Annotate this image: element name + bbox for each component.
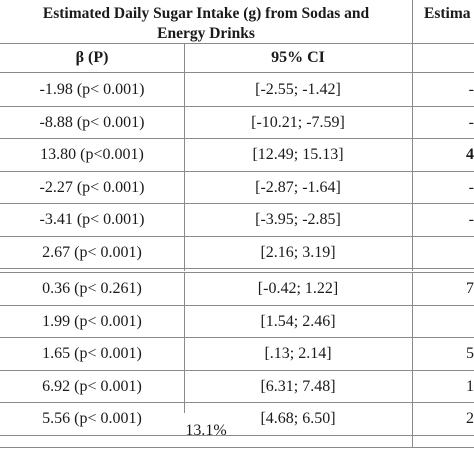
row-divider: [0, 138, 474, 139]
next-group-header: Estima: [424, 5, 471, 22]
beta-cell: 5.56 (p< 0.001): [42, 410, 142, 428]
group-header-line1: Estimated Daily Sugar Intake (g) from So…: [42, 5, 370, 22]
col-header-beta: β (P): [75, 49, 109, 66]
column-divider: [412, 272, 413, 447]
column-divider: [184, 272, 185, 413]
row-divider: [0, 170, 474, 172]
row-divider: [0, 304, 474, 306]
ci-cell: [2.16; 3.19]: [260, 243, 336, 261]
beta-cell: 0.36 (p< 0.261): [42, 280, 142, 298]
row-divider: [0, 105, 474, 107]
beta-cell: 13.80 (p<0.001): [40, 146, 144, 164]
next-cell: -: [468, 113, 474, 131]
row-divider: [0, 268, 474, 269]
ci-cell: [-3.95; -2.85]: [255, 211, 341, 229]
ci-cell: [1.54; 2.46]: [260, 312, 336, 330]
next-cell: -: [468, 81, 474, 99]
ci-cell: [-0.42; 1.22]: [257, 280, 339, 298]
row-divider: [0, 447, 474, 448]
beta-cell: -2.27 (p< 0.001): [39, 178, 145, 196]
row-divider: [0, 337, 474, 338]
beta-cell: 6.92 (p< 0.001): [42, 377, 142, 395]
footer-value: 13.1%: [185, 422, 227, 439]
ci-cell: [-2.55; -1.42]: [255, 81, 341, 99]
row-divider: [0, 402, 474, 403]
next-cell: 4: [466, 146, 474, 164]
ci-cell: [6.31; 7.48]: [260, 377, 336, 395]
column-divider: [184, 43, 185, 271]
next-cell: 5: [466, 345, 474, 363]
beta-cell: -3.41 (p< 0.001): [39, 211, 145, 229]
next-cell: -: [468, 211, 474, 229]
next-cell: 1: [466, 377, 474, 395]
next-cell: -: [468, 178, 474, 196]
ci-cell: [.13; 2.14]: [264, 345, 332, 363]
beta-cell: -8.88 (p< 0.001): [39, 113, 145, 131]
next-cell: [424, 237, 474, 270]
group-header-line2: Energy Drinks: [157, 25, 255, 42]
row-divider: [0, 235, 474, 237]
beta-cell: 2.67 (p< 0.001): [42, 243, 142, 261]
beta-cell: 1.65 (p< 0.001): [42, 345, 142, 363]
row-divider: [0, 369, 474, 371]
row-divider: [0, 434, 474, 436]
next-cell: [424, 306, 474, 339]
ci-cell: [12.49; 15.13]: [252, 146, 344, 164]
row-divider: [0, 72, 474, 73]
ci-cell: [4.68; 6.50]: [260, 410, 336, 428]
ci-cell: [-2.87; -1.64]: [255, 178, 341, 196]
row-divider: [0, 272, 474, 273]
col-header-ci: 95% CI: [271, 49, 325, 66]
row-divider: [0, 203, 474, 204]
next-cell: 7: [466, 280, 474, 298]
ci-cell: [-10.21; -7.59]: [251, 113, 345, 131]
group-header: Estimated Daily Sugar Intake (g) from So…: [0, 4, 412, 44]
next-cell: 2: [466, 410, 474, 428]
beta-cell: 1.99 (p< 0.001): [42, 312, 142, 330]
column-divider: [412, 0, 413, 271]
row-divider: [0, 43, 474, 44]
beta-cell: -1.98 (p< 0.001): [39, 81, 145, 99]
